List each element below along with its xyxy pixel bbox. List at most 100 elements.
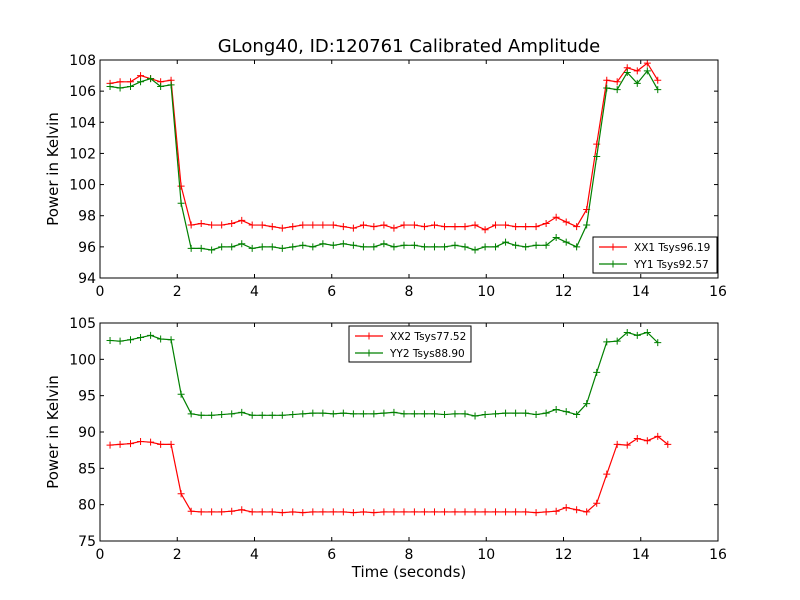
p0-series-1-point bbox=[289, 243, 297, 251]
p0-series-0-point bbox=[522, 223, 530, 231]
p1-series-0-point bbox=[603, 470, 611, 478]
p1-series-0-point bbox=[339, 508, 347, 516]
p0-series-1-point bbox=[208, 246, 216, 254]
p1-series-0-point bbox=[664, 440, 672, 448]
p0-series-1-point bbox=[268, 243, 276, 251]
p0-series-1-point bbox=[573, 243, 581, 251]
p1-series-0-point bbox=[228, 507, 236, 515]
p0-series-1-point bbox=[583, 221, 591, 229]
p1-series-1-point bbox=[542, 409, 550, 417]
p1-y-tick-label: 100 bbox=[69, 352, 96, 368]
p1-y-tick-label: 75 bbox=[78, 534, 96, 550]
p1-series-0-point bbox=[613, 440, 621, 448]
p1-series-1-point bbox=[613, 337, 621, 345]
p0-series-0-point bbox=[309, 221, 317, 229]
p0-y-tick-label: 96 bbox=[78, 240, 96, 256]
p1-series-0-point bbox=[359, 508, 367, 516]
p1-series-1-point bbox=[309, 409, 317, 417]
p0-series-1-point bbox=[349, 241, 357, 249]
p1-series-0-point bbox=[248, 508, 256, 516]
p1-series-1-point bbox=[603, 338, 611, 346]
p0-x-tick-label: 4 bbox=[250, 284, 259, 300]
p0-series-0-point bbox=[187, 221, 195, 229]
p1-y-tick-label: 90 bbox=[78, 425, 96, 441]
p1-series-1-point bbox=[461, 410, 469, 418]
p0-series-0-point bbox=[329, 221, 337, 229]
p0-series-0-point bbox=[278, 224, 286, 232]
p1-x-tick-label: 0 bbox=[96, 547, 105, 563]
p1-series-0-point bbox=[420, 508, 428, 516]
p0-series-0-point bbox=[573, 223, 581, 231]
p0-series-0-point bbox=[400, 221, 408, 229]
p1-series-0-point bbox=[299, 509, 307, 517]
p0-series-1-point bbox=[461, 243, 469, 251]
p1-series-0-point bbox=[441, 508, 449, 516]
p0-series-0-point bbox=[461, 223, 469, 231]
p1-series-1-point bbox=[583, 400, 591, 408]
p0-x-tick-label: 8 bbox=[405, 284, 414, 300]
p0-series-1-point bbox=[116, 84, 124, 92]
p0-series-0-point bbox=[177, 182, 185, 190]
top-panel: 0 2 4 6 8 10 12 14 16 94 96 98 100 102 104 106 108 Power … bbox=[44, 53, 727, 300]
p1-series-0-point bbox=[643, 437, 651, 445]
p1-x-tick-label: 14 bbox=[632, 547, 650, 563]
p0-series-0-point bbox=[502, 221, 510, 229]
p0-series-1-point bbox=[106, 82, 114, 90]
p1-series-1-point bbox=[218, 411, 226, 419]
p0-series-0-point bbox=[137, 72, 145, 80]
p0-series-1-point bbox=[167, 81, 175, 89]
p0-series-1-point bbox=[177, 199, 185, 207]
p1-legend: XX2 Tsys77.52 YY2 Tsys88.90 bbox=[348, 325, 472, 363]
p0-series-1-point bbox=[218, 243, 226, 251]
p1-series-0-point bbox=[430, 508, 438, 516]
p1-series-1-point bbox=[573, 411, 581, 419]
p0-series-1-point bbox=[613, 86, 621, 94]
p1-series-0-point bbox=[116, 440, 124, 448]
p1-series-0-point bbox=[157, 440, 165, 448]
p0-series-1-point bbox=[471, 246, 479, 254]
p0-series-1-point bbox=[502, 238, 510, 246]
p1-series-0-point bbox=[380, 508, 388, 516]
p1-series-0-point bbox=[268, 508, 276, 516]
p0-series-1-point bbox=[197, 244, 205, 252]
p1-series-1-point bbox=[106, 336, 114, 344]
p1-series-1-point bbox=[562, 408, 570, 416]
p0-series-1-point bbox=[441, 243, 449, 251]
p0-series-0-point bbox=[339, 223, 347, 231]
p1-series-1-point bbox=[380, 409, 388, 417]
p1-series-0-point bbox=[573, 506, 581, 514]
p1-series-1-point bbox=[339, 409, 347, 417]
p0-y-tick-label: 100 bbox=[69, 178, 96, 194]
p1-series-0-point bbox=[654, 432, 662, 440]
p1-x-axis-label: Time (seconds) bbox=[351, 563, 467, 581]
p1-series-1-point bbox=[441, 411, 449, 419]
p0-series-0-point bbox=[370, 223, 378, 231]
p0-series-1-point bbox=[329, 241, 337, 249]
chart-title: GLong40, ID:120761 Calibrated Amplitude bbox=[218, 36, 601, 57]
p1-y-tick-label: 105 bbox=[69, 316, 96, 332]
p1-series-0-point bbox=[410, 508, 418, 516]
p0-x-tick-label: 16 bbox=[709, 284, 727, 300]
p1-series-1-point bbox=[643, 328, 651, 336]
p1-x-tick-label: 12 bbox=[555, 547, 573, 563]
p1-series-1-point bbox=[623, 328, 631, 336]
p1-series-1-point bbox=[319, 409, 327, 417]
p1-series-1-point bbox=[522, 409, 530, 417]
p0-x-tick-label: 10 bbox=[477, 284, 495, 300]
p0-series-0-point bbox=[218, 221, 226, 229]
p1-series-1-point bbox=[502, 409, 510, 417]
p1-series-0-point bbox=[400, 508, 408, 516]
p0-series-1-point bbox=[309, 243, 317, 251]
p0-series-0-point bbox=[613, 78, 621, 86]
p1-y-axis-label: Power in Kelvin bbox=[44, 375, 62, 489]
p0-series-1-point bbox=[562, 238, 570, 246]
p0-series-1-point bbox=[359, 243, 367, 251]
p1-x-tick-label: 16 bbox=[709, 547, 727, 563]
p0-series-1-point bbox=[512, 241, 520, 249]
p1-series-1-point bbox=[258, 411, 266, 419]
p1-series-0-point bbox=[562, 504, 570, 512]
p1-series-0-point bbox=[623, 441, 631, 449]
p0-legend-box bbox=[592, 236, 718, 274]
p0-series-1-point bbox=[127, 82, 135, 90]
